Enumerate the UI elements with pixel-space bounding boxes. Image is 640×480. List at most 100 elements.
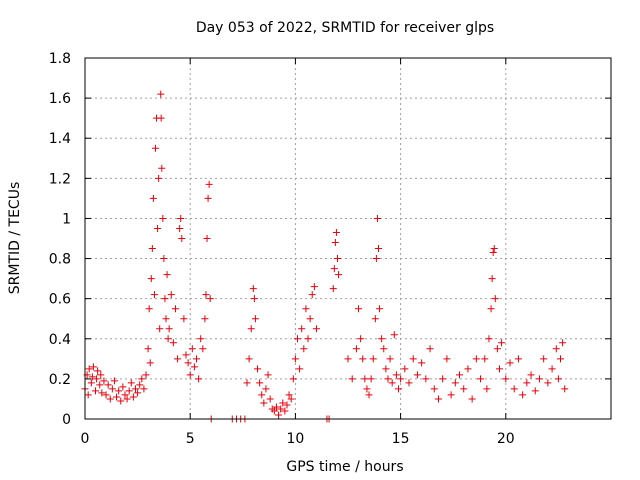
data-point [464, 365, 472, 373]
grid [85, 58, 611, 419]
data-point [254, 365, 262, 373]
data-point [456, 371, 464, 379]
data-point [84, 391, 92, 399]
data-point [97, 371, 105, 379]
data-point [121, 391, 129, 399]
y-tick-label: 0.8 [49, 252, 71, 268]
data-point [89, 363, 97, 371]
x-tick-label: 20 [497, 431, 515, 447]
data-point [335, 271, 343, 279]
data-point [434, 395, 442, 403]
data-point [202, 291, 210, 299]
data-point [365, 391, 373, 399]
data-point [557, 355, 565, 363]
data-point [369, 355, 377, 363]
data-point [285, 391, 293, 399]
data-point [312, 325, 320, 333]
data-point [552, 345, 560, 353]
data-point [184, 359, 192, 367]
data-point [197, 335, 205, 343]
data-point [363, 385, 371, 393]
data-point [260, 399, 268, 407]
data-point [171, 305, 179, 313]
data-point [306, 315, 314, 323]
data-point [481, 355, 489, 363]
data-point [182, 351, 190, 359]
data-point [488, 275, 496, 283]
x-tick-label: 5 [186, 431, 195, 447]
data-point [102, 391, 110, 399]
y-tick-label: 1 [62, 211, 71, 227]
data-point [308, 291, 316, 299]
data-point [88, 373, 96, 381]
data-point [195, 375, 203, 383]
data-point [380, 345, 388, 353]
data-point [468, 395, 476, 403]
data-point [300, 345, 308, 353]
data-point [304, 335, 312, 343]
data-point [394, 385, 402, 393]
data-point [527, 371, 535, 379]
data-point [523, 379, 531, 387]
data-point [249, 285, 257, 293]
data-point [333, 255, 341, 263]
data-point [426, 345, 434, 353]
data-point [357, 335, 365, 343]
data-point [167, 291, 175, 299]
data-point [332, 228, 340, 236]
data-point [355, 305, 363, 313]
data-point [485, 335, 493, 343]
data-point [180, 315, 188, 323]
data-point [283, 401, 291, 409]
data-point [193, 355, 201, 363]
data-point [483, 385, 491, 393]
data-point [430, 385, 438, 393]
data-point [157, 114, 165, 122]
data-points [81, 90, 569, 423]
data-point [344, 355, 352, 363]
data-point [279, 399, 287, 407]
x-tick-label: 10 [286, 431, 304, 447]
data-point [554, 375, 562, 383]
data-point [487, 305, 495, 313]
data-point [140, 385, 148, 393]
y-axis-label: SRMTID / TECUs [7, 182, 23, 295]
data-point [174, 355, 182, 363]
data-point [294, 335, 302, 343]
data-point [330, 265, 338, 273]
y-tick-label: 1.8 [49, 51, 71, 67]
data-point [85, 365, 93, 373]
data-point [250, 295, 258, 303]
data-point [502, 375, 510, 383]
data-point [373, 214, 381, 222]
data-point [203, 235, 211, 242]
axis-ticks: 0 0.2 0.4 0.6 0.8 1 1.2 1.4 1.6 1.8 0 5 10 15 20 [49, 51, 611, 447]
data-point [296, 365, 304, 373]
data-point [163, 271, 171, 279]
data-point [164, 335, 172, 343]
data-point [157, 90, 165, 98]
data-point [115, 387, 123, 395]
data-point [161, 295, 169, 303]
data-point [110, 377, 118, 385]
data-point [535, 375, 543, 383]
data-point [422, 375, 430, 383]
data-point [190, 363, 198, 371]
data-point [147, 275, 155, 283]
data-point [199, 345, 207, 353]
data-point [87, 379, 95, 387]
y-tick-label: 1.2 [49, 171, 71, 187]
data-point [382, 365, 390, 373]
plot-frame [84, 57, 612, 420]
data-point [378, 335, 386, 343]
data-point [375, 245, 383, 253]
data-point [149, 194, 157, 202]
data-point [506, 359, 514, 367]
data-point [92, 387, 100, 395]
data-point [165, 325, 173, 333]
data-point [348, 375, 356, 383]
data-point [384, 375, 392, 383]
x-axis-label: GPS time / hours [286, 459, 403, 475]
data-point [117, 397, 125, 405]
